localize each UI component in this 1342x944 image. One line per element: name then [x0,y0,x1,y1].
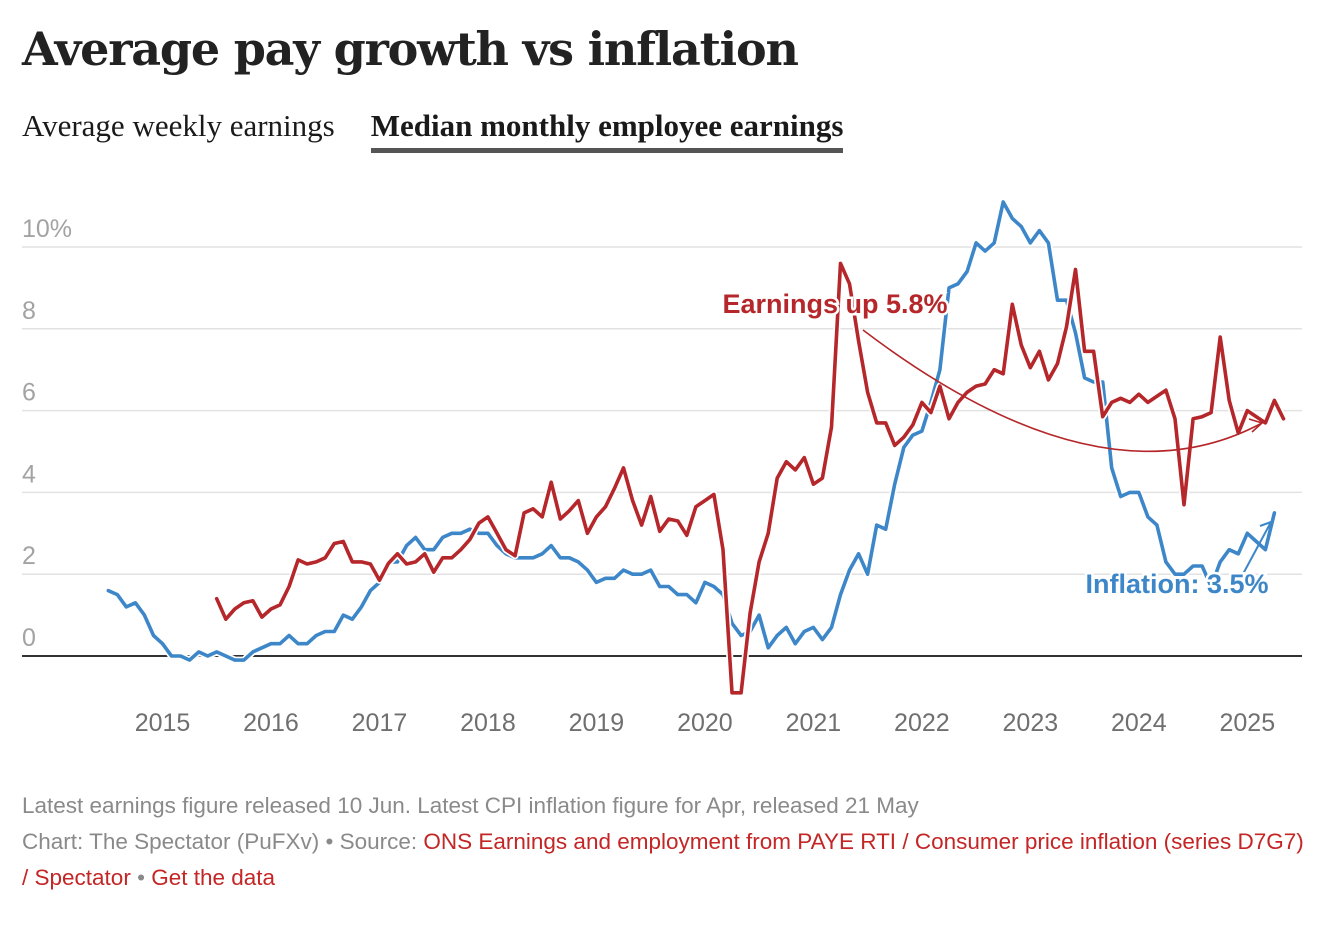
x-tick-label: 2016 [243,709,299,737]
tab-median-monthly-employee-earnings[interactable]: Median monthly employee earnings [370,108,844,153]
source-link[interactable]: ONS Earnings and employment from PAYE RT… [22,829,1304,890]
y-tick-label: 2 [22,542,36,570]
separator: • [130,865,152,890]
y-tick-label: 4 [22,460,36,488]
y-axis: 0 2 4 6 8 10% [22,215,72,652]
get-the-data-link[interactable]: Get the data [151,865,276,890]
y-tick-label: 6 [22,379,36,407]
inflation-arrowhead [1259,520,1273,536]
chart-notes: Latest earnings figure released 10 Jun. … [22,788,1312,896]
earnings-series-line [214,261,1286,695]
series-lines [106,198,1287,697]
earnings-annotation-arrow [862,329,1263,453]
x-tick-label: 2023 [1003,709,1059,737]
annotations: Earnings up 5.8% Inflation: 3.5% [720,287,1273,602]
y-tick-label: 8 [22,297,36,325]
release-note: Latest earnings figure released 10 Jun. … [22,793,919,818]
x-tick-label: 2019 [569,709,625,737]
chart-credit: Chart: The Spectator (PuFXv) • Source: O… [22,824,1312,896]
chart-title: Average pay growth vs inflation [22,22,799,76]
x-tick-label: 2025 [1219,709,1275,737]
y-tick-label: 0 [22,624,36,652]
x-tick-label: 2021 [786,709,842,737]
view-tabs: Average weekly earnings Median monthly e… [22,108,879,153]
x-tick-label: 2020 [677,709,733,737]
x-tick-label: 2018 [460,709,516,737]
credit-prefix: Chart: The Spectator (PuFXv) • Source: [22,829,424,854]
x-tick-label: 2017 [352,709,408,737]
x-tick-label: 2024 [1111,709,1167,737]
inflation-annotation-arrow [1242,521,1272,575]
line-chart: 0 2 4 6 8 10% 2015 2016 2017 2018 2019 2020 2021 202… [22,198,1302,737]
x-axis: 2015 2016 2017 2018 2019 2020 2021 2022 2023 2024… [135,709,1275,737]
x-tick-label: 2022 [894,709,950,737]
earnings-arrowhead [1248,418,1264,433]
inflation-annotation-label: Inflation: 3.5% [1085,569,1268,599]
inflation-series-line [106,200,1277,662]
earnings-annotation-label: Earnings up 5.8% [722,289,947,319]
y-tick-label: 10% [22,215,72,243]
x-tick-label: 2015 [135,709,191,737]
tab-average-weekly-earnings[interactable]: Average weekly earnings [22,108,335,143]
gridlines [22,246,1302,657]
